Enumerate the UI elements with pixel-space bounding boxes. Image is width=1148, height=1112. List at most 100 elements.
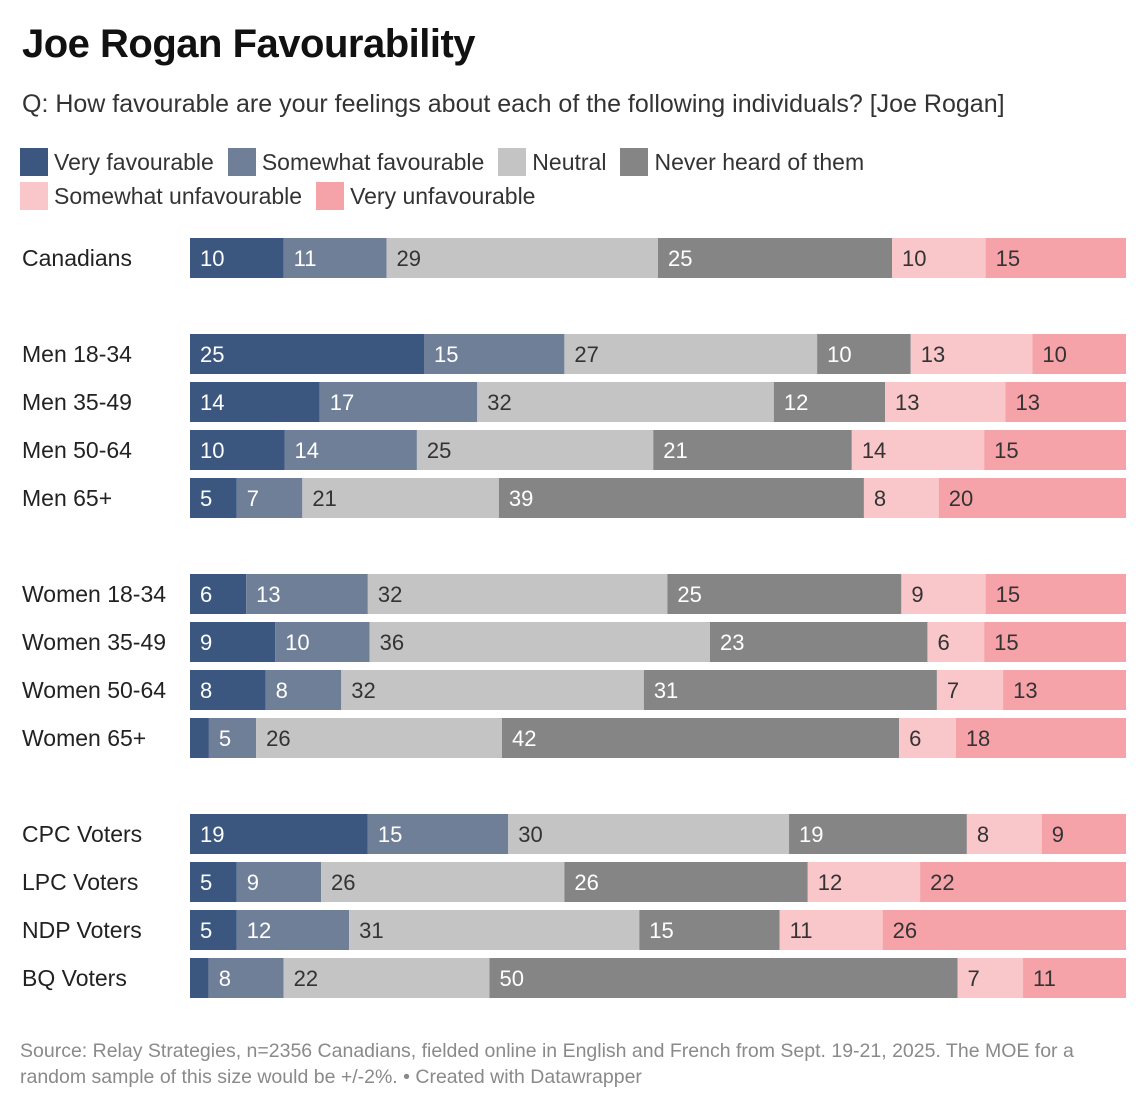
bar-value-label: 31: [359, 918, 383, 943]
bar-value-label: 15: [996, 582, 1020, 607]
bar-segment: [349, 910, 640, 950]
bar-segment: [265, 670, 342, 710]
bar-segment: [892, 238, 986, 278]
bar-value-label: 13: [895, 390, 919, 415]
chart-footer: Source: Relay Strategies, n=2356 Canadia…: [20, 1040, 1074, 1088]
bar-segment: [190, 238, 284, 278]
bar-segment: [190, 670, 266, 710]
bar-segment: [190, 382, 320, 422]
bar-value-label: 10: [902, 246, 926, 271]
legend-label: Somewhat unfavourable: [54, 183, 303, 209]
bar-value-label: 25: [427, 438, 451, 463]
bar-value-label: 8: [874, 486, 886, 511]
bar-segment: [208, 718, 257, 758]
bar-value-label: 13: [1016, 390, 1040, 415]
bar-segment: [1003, 670, 1126, 710]
legend-label: Never heard of them: [654, 149, 865, 175]
bar-value-label: 10: [285, 630, 309, 655]
bar-value-label: 17: [330, 390, 354, 415]
bar-value-label: 21: [312, 486, 336, 511]
bar-segment: [910, 334, 1033, 374]
bar-value-label: 19: [799, 822, 823, 847]
bar-segment: [190, 430, 285, 470]
bar-segment: [851, 430, 985, 470]
bar-segment: [256, 718, 502, 758]
bar-value-label: 20: [949, 486, 973, 511]
legend-swatch: [20, 148, 48, 176]
bar-segment: [369, 622, 710, 662]
bar-value-label: 9: [911, 582, 923, 607]
row-label: Men 50-64: [22, 437, 132, 463]
bar-segment: [367, 574, 668, 614]
bar-segment: [208, 958, 284, 998]
bar-segment: [920, 862, 1126, 902]
bar-segment: [283, 238, 387, 278]
bar-value-label: 15: [378, 822, 402, 847]
bar-segment: [957, 958, 1024, 998]
bar-segment: [190, 334, 424, 374]
bar-segment: [190, 574, 247, 614]
legend-swatch: [498, 148, 527, 176]
chart-legend: Very favourable Somewhat favourable Neutra…: [20, 145, 1120, 213]
bar-segment: [236, 862, 322, 902]
bar-segment: [477, 382, 774, 422]
bar-segment: [236, 910, 350, 950]
bar-value-label: 13: [256, 582, 280, 607]
bar-value-label: 25: [677, 582, 701, 607]
bar-value-label: 42: [512, 726, 536, 751]
row-label: Women 65+: [22, 725, 146, 751]
legend-item: Never heard of them: [620, 145, 864, 179]
bar-segment: [639, 910, 780, 950]
bar-value-label: 12: [247, 918, 271, 943]
row-label: Canadians: [22, 245, 132, 271]
bar-segment: [966, 814, 1042, 854]
bar-segment: [899, 718, 956, 758]
bar-segment: [658, 238, 892, 278]
bar-value-label: 8: [276, 678, 288, 703]
bar-value-label: 9: [247, 870, 259, 895]
bar-value-label: 8: [200, 678, 212, 703]
bar-segment: [863, 478, 939, 518]
bar-value-label: 7: [947, 678, 959, 703]
bar-value-label: 5: [200, 486, 212, 511]
bar-value-label: 27: [574, 342, 598, 367]
row-label: Men 35-49: [22, 389, 132, 415]
bar-value-label: 22: [930, 870, 954, 895]
bar-segment: [564, 862, 808, 902]
bar-segment: [502, 718, 900, 758]
bar-segment: [319, 382, 478, 422]
bar-segment: [779, 910, 883, 950]
bar-value-label: 21: [663, 438, 687, 463]
bar-value-label: 26: [574, 870, 598, 895]
bar-value-label: 25: [200, 342, 224, 367]
bar-value-label: 29: [397, 246, 421, 271]
bar-segment: [817, 334, 911, 374]
bar-segment: [190, 622, 276, 662]
legend-item: Somewhat favourable: [227, 145, 485, 179]
bar-segment: [667, 574, 902, 614]
chart-title: Joe Rogan Favourability: [22, 22, 476, 66]
bar-value-label: 11: [294, 246, 317, 271]
legend-label: Somewhat favourable: [261, 149, 485, 175]
bar-value-label: 26: [266, 726, 290, 751]
bar-value-label: 10: [200, 438, 224, 463]
bar-value-label: 31: [654, 678, 678, 703]
bar-value-label: 23: [720, 630, 744, 655]
bar-segment: [882, 910, 1126, 950]
bar-segment: [416, 430, 654, 470]
bar-segment: [984, 430, 1126, 470]
bar-value-label: 11: [1033, 966, 1056, 991]
bar-value-label: 15: [996, 246, 1020, 271]
legend-item: Very favourable: [20, 145, 214, 179]
row-label: Men 65+: [22, 485, 112, 511]
bar-value-label: 15: [994, 438, 1018, 463]
bar-value-label: 50: [500, 966, 524, 991]
bar-value-label: 18: [966, 726, 990, 751]
legend-item: Very unfavourable: [316, 179, 535, 213]
bar-value-label: 13: [1013, 678, 1037, 703]
bar-value-label: 11: [790, 918, 813, 943]
legend-label: Very unfavourable: [350, 183, 536, 209]
bar-segment: [190, 814, 368, 854]
row-label: BQ Voters: [22, 965, 127, 991]
bar-value-label: 26: [331, 870, 355, 895]
